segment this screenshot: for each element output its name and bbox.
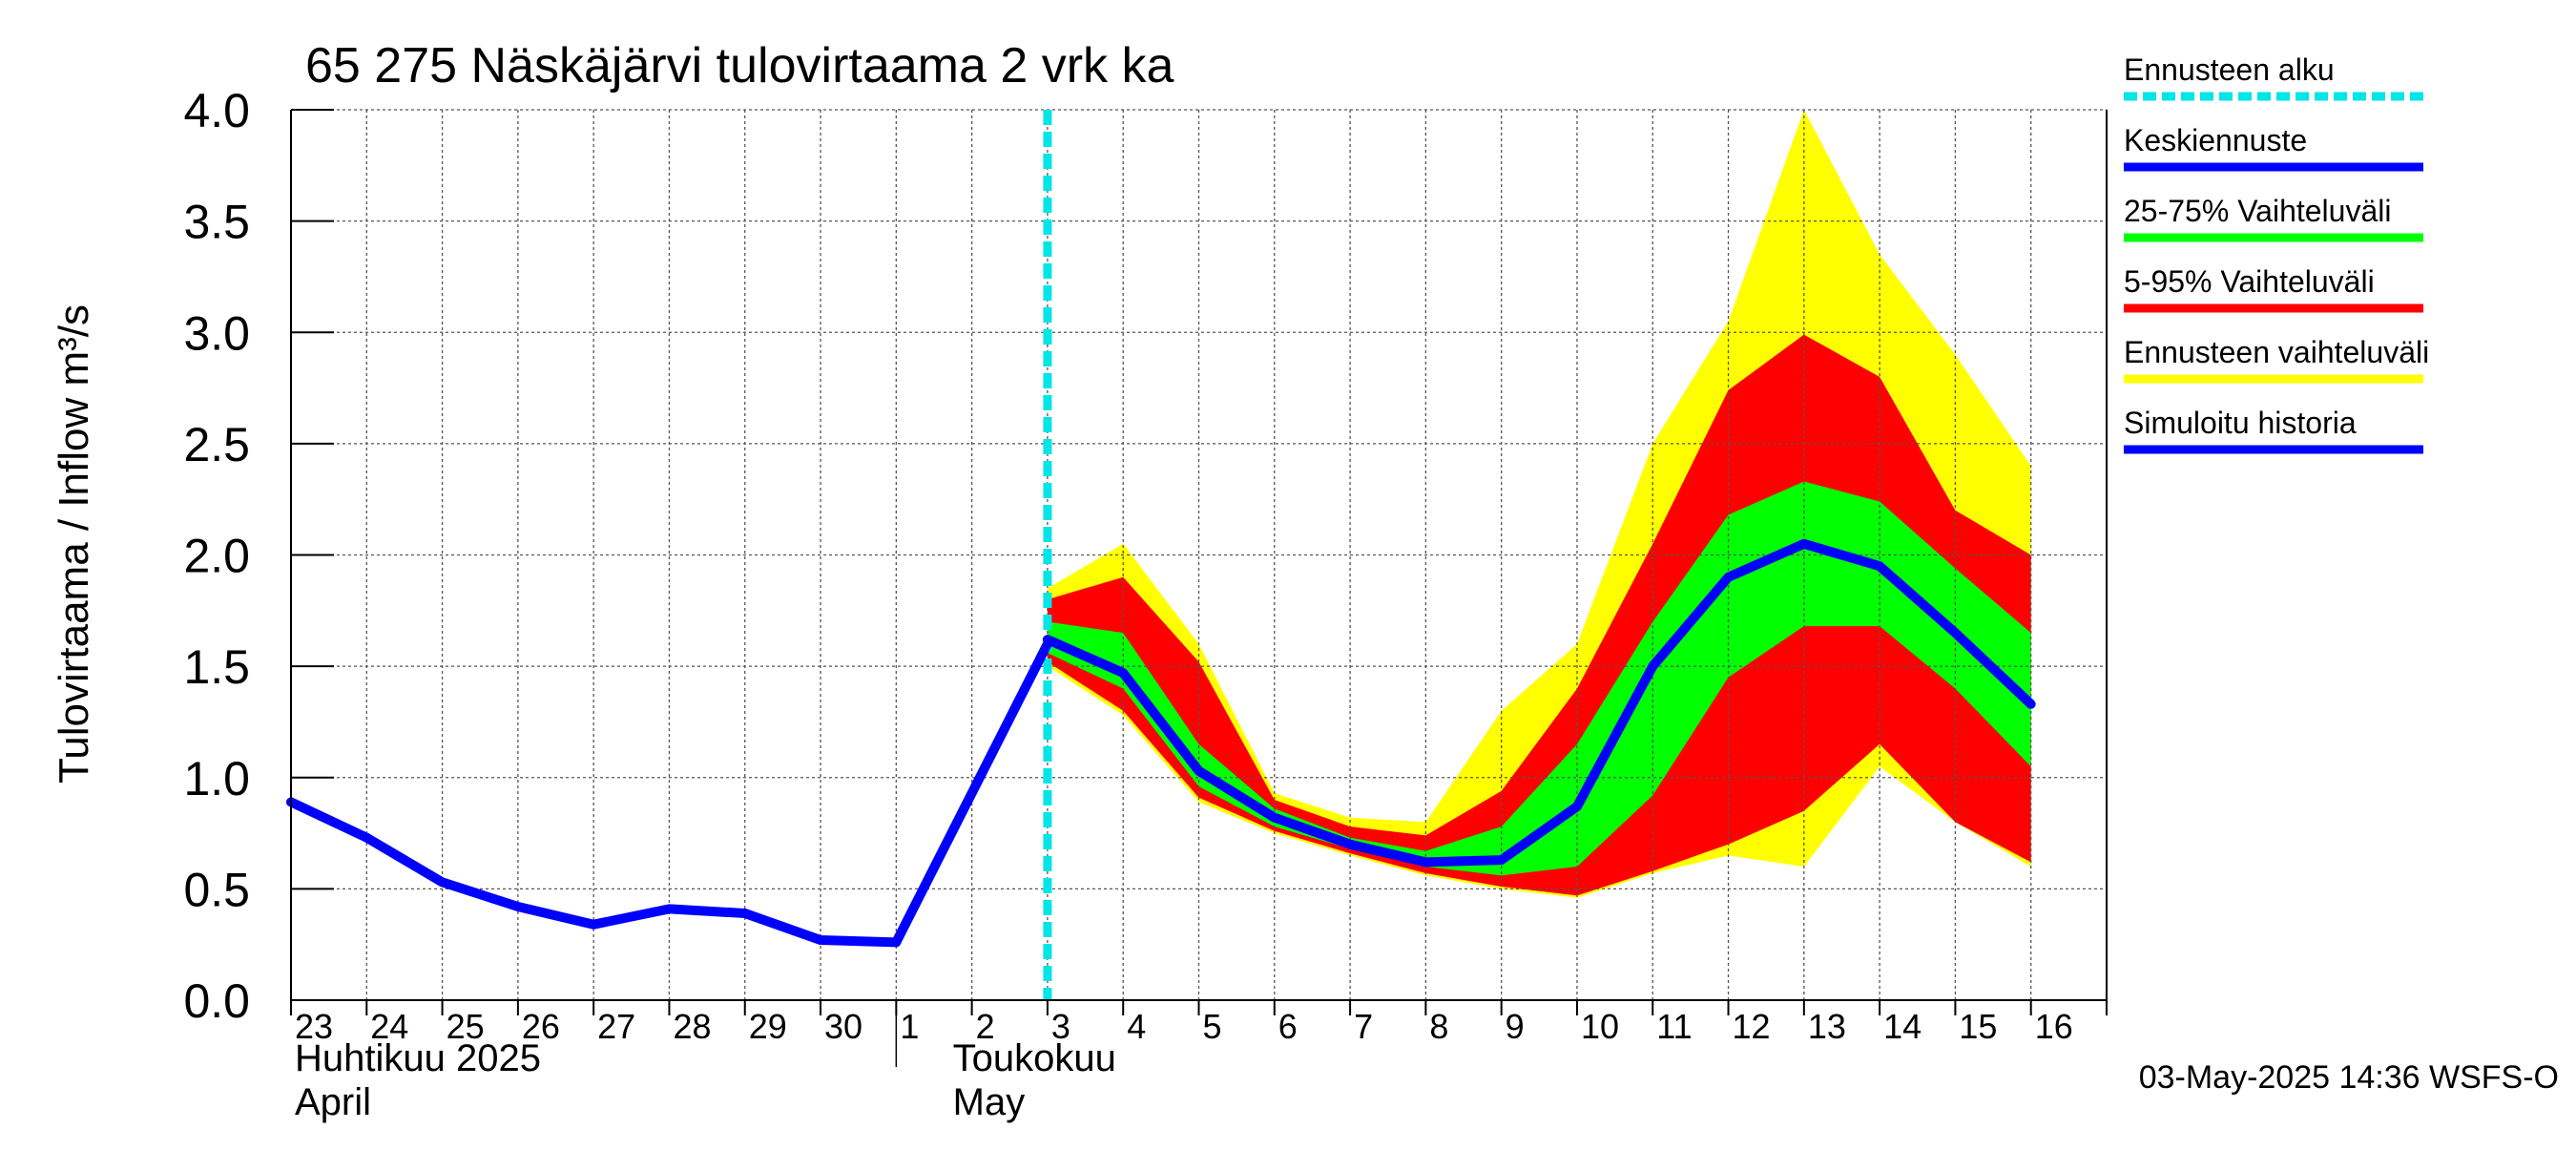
band-5-95 bbox=[1047, 334, 2031, 896]
legend-label: 25-75% Vaihteluväli bbox=[2124, 194, 2391, 228]
y-tick-label: 0.5 bbox=[183, 863, 250, 916]
x-tick-label: 9 bbox=[1506, 1007, 1525, 1046]
median-forecast-line bbox=[1042, 538, 2036, 868]
y-tick-label: 2.5 bbox=[183, 418, 250, 471]
x-tick-label: 2 bbox=[976, 1007, 995, 1046]
x-tick-label: 28 bbox=[673, 1007, 711, 1046]
x-tick-label: 12 bbox=[1733, 1007, 1771, 1046]
x-tick-label: 24 bbox=[370, 1007, 408, 1046]
x-tick-label: 16 bbox=[2035, 1007, 2073, 1046]
x-tick-label: 27 bbox=[597, 1007, 635, 1046]
history-line bbox=[286, 638, 1052, 948]
legend-label: Ennusteen alku bbox=[2124, 52, 2335, 87]
x-tick-label: 26 bbox=[522, 1007, 560, 1046]
x-tick-label: 7 bbox=[1354, 1007, 1373, 1046]
x-tick-label: 30 bbox=[824, 1007, 862, 1046]
y-tick-label: 4.0 bbox=[183, 84, 250, 137]
x-tick-label: 29 bbox=[749, 1007, 787, 1046]
x-tick-label: 13 bbox=[1808, 1007, 1846, 1046]
x-tick-label: 3 bbox=[1051, 1007, 1070, 1046]
x-tick-label: 4 bbox=[1127, 1007, 1146, 1046]
y-tick-label: 1.0 bbox=[183, 752, 250, 805]
timestamp-footer: 03-May-2025 14:36 WSFS-O bbox=[2139, 1059, 2559, 1096]
x-tick-label: 6 bbox=[1278, 1007, 1298, 1046]
month-label-en: April bbox=[295, 1081, 371, 1123]
x-tick-label: 14 bbox=[1883, 1007, 1922, 1046]
legend-label: 5-95% Vaihteluväli bbox=[2124, 264, 2375, 299]
x-tick-label: 25 bbox=[447, 1007, 485, 1046]
band-25-75 bbox=[1047, 481, 2031, 876]
legend-label: Ennusteen vaihteluväli bbox=[2124, 335, 2429, 369]
y-axis-label: Tulovirtaama / Inflow m³/s bbox=[51, 304, 97, 784]
y-tick-label: 3.5 bbox=[183, 196, 250, 249]
x-tick-label: 15 bbox=[1959, 1007, 1997, 1046]
legend-label: Simuloitu historia bbox=[2124, 406, 2357, 440]
month-label-en: May bbox=[953, 1081, 1026, 1123]
month-label-fi: Huhtikuu 2025 bbox=[295, 1037, 541, 1079]
chart-title: 65 275 Näskäjärvi tulovirtaama 2 vrk ka bbox=[305, 38, 1174, 94]
x-tick-label: 8 bbox=[1429, 1007, 1448, 1046]
y-tick-label: 1.5 bbox=[183, 640, 250, 694]
y-tick-label: 2.0 bbox=[183, 530, 250, 583]
x-tick-label: 10 bbox=[1581, 1007, 1619, 1046]
y-tick-label: 0.0 bbox=[183, 974, 250, 1028]
month-label-fi: Toukokuu bbox=[953, 1037, 1116, 1079]
x-tick-label: 5 bbox=[1203, 1007, 1222, 1046]
x-tick-label: 23 bbox=[295, 1007, 333, 1046]
x-tick-label: 11 bbox=[1656, 1007, 1692, 1046]
x-tick-label: 1 bbox=[900, 1007, 919, 1046]
legend-label: Keskiennuste bbox=[2124, 123, 2307, 157]
y-tick-label: 3.0 bbox=[183, 306, 250, 360]
